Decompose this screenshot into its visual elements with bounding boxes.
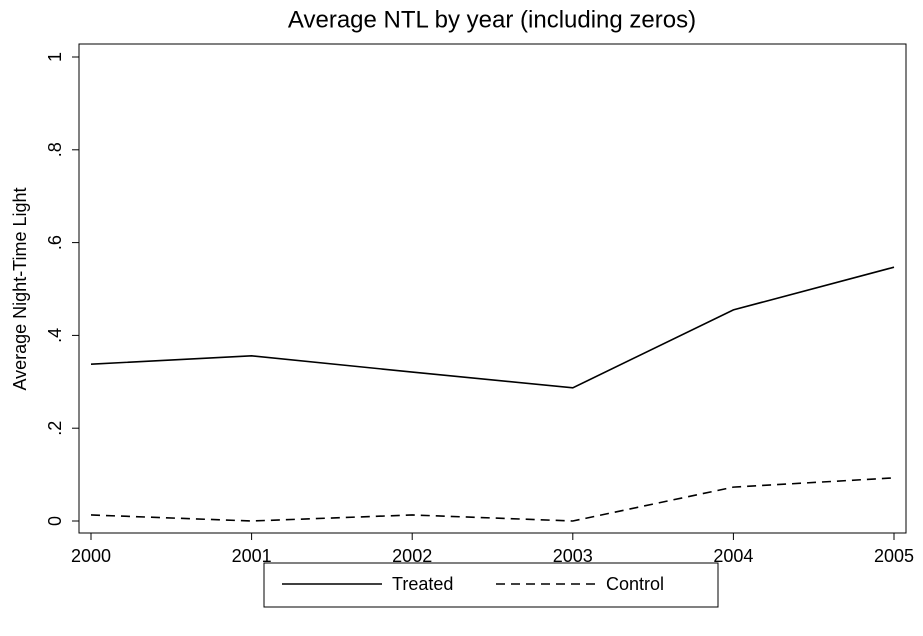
series-line [90,266,895,389]
legend-box [263,562,719,608]
plot-frame [78,43,907,534]
x-tick-label: 2000 [71,546,111,566]
y-tick-label: .8 [45,142,65,157]
x-tick-label: 2002 [392,546,432,566]
y-axis-label: Average Night-Time Light [10,187,30,390]
legend-label: Control [606,574,664,594]
x-tick-label: 2004 [713,546,753,566]
x-tick-label: 2001 [232,546,272,566]
x-tick-label: 2003 [553,546,593,566]
x-tick-label: 2005 [874,546,914,566]
y-tick-label: 1 [45,52,65,62]
y-tick-label: 0 [45,516,65,526]
y-tick-label: .4 [45,328,65,343]
legend-label: Treated [392,574,453,594]
y-tick-label: .6 [45,235,65,250]
chart-title: Average NTL by year (including zeros) [288,6,696,33]
y-tick-label: .2 [45,421,65,436]
